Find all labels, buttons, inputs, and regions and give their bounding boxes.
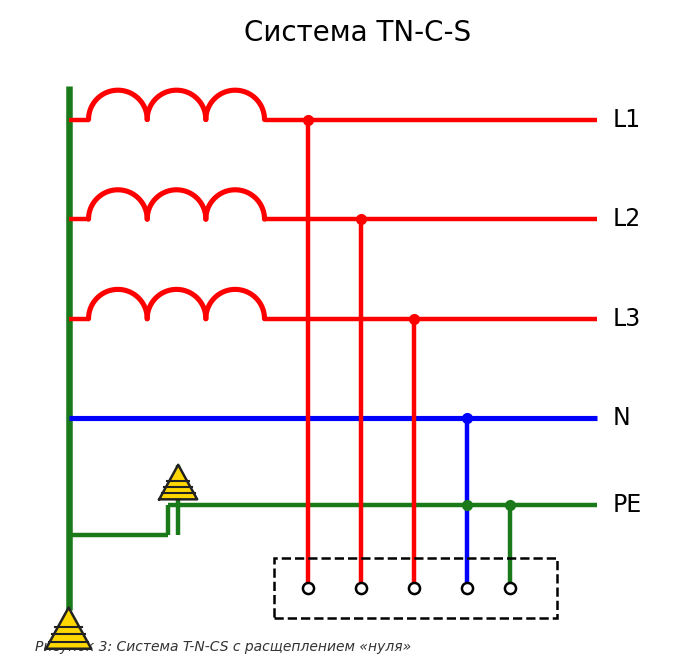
Text: Система TN-C-S: Система TN-C-S (244, 19, 471, 47)
Text: L3: L3 (613, 307, 641, 331)
Text: L1: L1 (613, 108, 641, 131)
Text: L2: L2 (613, 207, 641, 231)
Text: PE: PE (613, 493, 642, 517)
Text: Рисунок 3: Система T-N-CS с расщеплением «нуля»: Рисунок 3: Система T-N-CS с расщеплением… (35, 640, 411, 655)
Polygon shape (46, 608, 91, 649)
Bar (275, 558, 557, 618)
Text: N: N (613, 406, 631, 430)
Polygon shape (159, 465, 197, 499)
